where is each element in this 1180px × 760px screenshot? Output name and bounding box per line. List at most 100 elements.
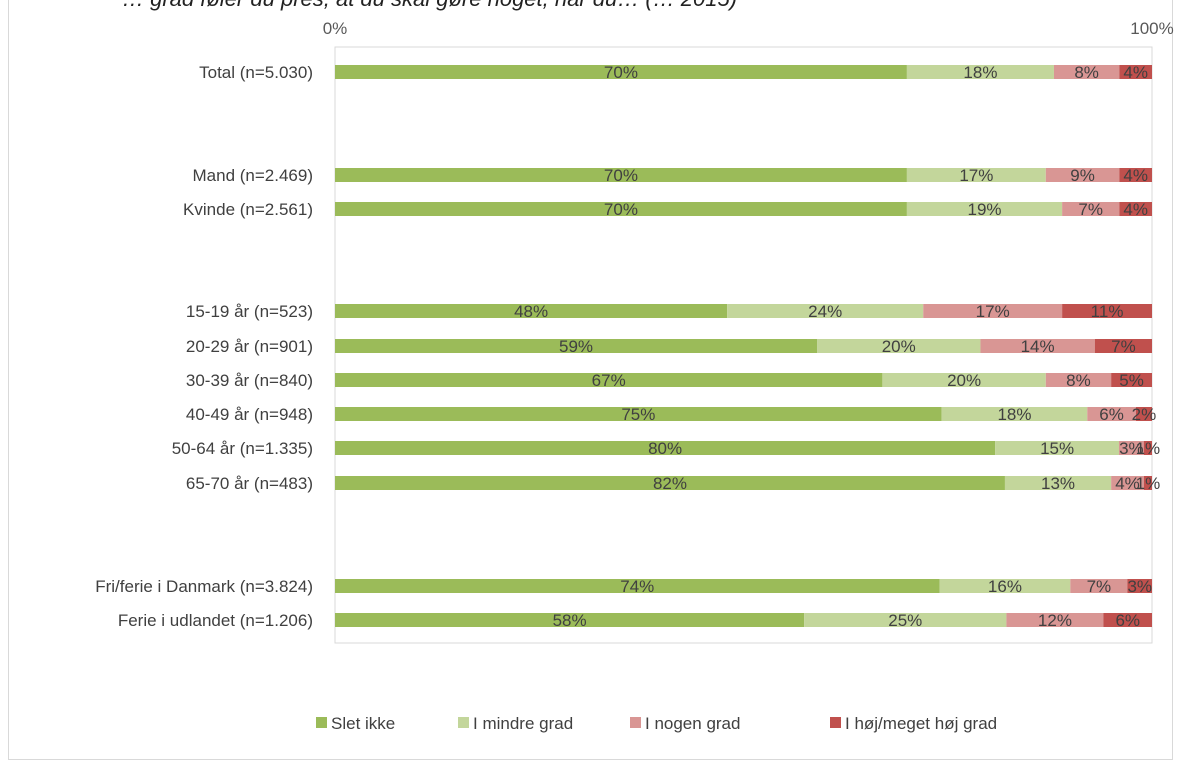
data-label: 3% xyxy=(1127,577,1152,596)
bar-segment xyxy=(1143,476,1152,490)
data-label: 58% xyxy=(553,611,587,630)
data-label: 4% xyxy=(1115,474,1140,493)
data-label: 7% xyxy=(1087,577,1112,596)
chart-title: … grad føler du pres, at du skal gøre no… xyxy=(0,0,1180,14)
bar-segment xyxy=(335,168,907,182)
data-label: 20% xyxy=(947,371,981,390)
data-label: 67% xyxy=(592,371,626,390)
category-label: Total (n=5.030) xyxy=(199,63,313,82)
bar-segment xyxy=(335,441,996,455)
category-labels: Total (n=5.030) Mand (n=2.469) Kvinde (n=2… xyxy=(95,63,313,630)
data-label: 8% xyxy=(1074,63,1099,82)
data-label: 82% xyxy=(653,474,687,493)
legend-swatch xyxy=(316,717,327,728)
legend-label: I høj/meget høj grad xyxy=(845,714,997,733)
category-label: Mand (n=2.469) xyxy=(193,166,314,185)
bar-segment xyxy=(980,339,1095,353)
category-label: Fri/ferie i Danmark (n=3.824) xyxy=(95,577,313,596)
data-label: 18% xyxy=(963,63,997,82)
x-axis-ticks: 0% 100% xyxy=(323,19,1174,38)
bar-segment xyxy=(1111,373,1152,387)
data-label: 25% xyxy=(888,611,922,630)
legend-label: I mindre grad xyxy=(473,714,573,733)
data-label: 4% xyxy=(1123,63,1148,82)
category-label: 40-49 år (n=948) xyxy=(186,405,313,424)
bar-segment xyxy=(1094,339,1152,353)
bars: 70% 18% 8% 4% 70% 17% 9% 4% 70% 19% 7% 4% 48% 24% 17% 1… xyxy=(335,63,1160,630)
legend-item: Slet ikke xyxy=(316,714,395,733)
data-label: 74% xyxy=(620,577,654,596)
bar-segment xyxy=(906,65,1054,79)
legend-swatch xyxy=(458,717,469,728)
data-label: 6% xyxy=(1115,611,1140,630)
bar-segment xyxy=(1045,168,1120,182)
legend-item: I høj/meget høj grad xyxy=(830,714,997,733)
data-label: 16% xyxy=(988,577,1022,596)
bar-segment xyxy=(1127,579,1152,593)
bar-segment xyxy=(727,304,924,318)
legend-item: I mindre grad xyxy=(458,714,573,733)
bar-segment xyxy=(939,579,1071,593)
x-tick-label: 100% xyxy=(1130,19,1173,38)
legend-swatch xyxy=(830,717,841,728)
bar-segment xyxy=(1119,65,1152,79)
bar-segment xyxy=(817,339,981,353)
bar-segment xyxy=(1070,579,1128,593)
data-label: 4% xyxy=(1123,166,1148,185)
data-label: 19% xyxy=(967,200,1001,219)
bar-segment xyxy=(923,304,1063,318)
data-label: 2% xyxy=(1132,405,1157,424)
bar-segment xyxy=(941,407,1088,421)
data-label: 20% xyxy=(882,337,916,356)
legend-label: I nogen grad xyxy=(645,714,740,733)
bar-segment xyxy=(1135,407,1152,421)
data-label: 13% xyxy=(1041,474,1075,493)
data-label: 7% xyxy=(1078,200,1103,219)
bar-segment xyxy=(335,613,805,627)
bar-segment xyxy=(1118,441,1144,455)
data-label: 15% xyxy=(1040,439,1074,458)
bar-segment xyxy=(1053,65,1120,79)
data-label: 17% xyxy=(959,166,993,185)
bar-segment xyxy=(335,407,942,421)
bar-segment xyxy=(1004,476,1112,490)
bar-segment xyxy=(1103,613,1152,627)
data-label: 24% xyxy=(808,302,842,321)
x-tick-label: 0% xyxy=(323,19,348,38)
legend: Slet ikke I mindre grad I nogen grad I høj/… xyxy=(316,714,997,733)
data-label: 6% xyxy=(1099,405,1124,424)
bar-segment xyxy=(1087,407,1136,421)
data-label: 9% xyxy=(1070,166,1095,185)
bar-segment xyxy=(335,579,940,593)
category-label: 50-64 år (n=1.335) xyxy=(172,439,313,458)
data-label: 5% xyxy=(1119,371,1144,390)
bar-segment xyxy=(335,304,728,318)
data-label: 70% xyxy=(604,63,638,82)
category-label: Kvinde (n=2.561) xyxy=(183,200,313,219)
data-label: 18% xyxy=(997,405,1031,424)
bar-segment xyxy=(1119,202,1152,216)
bar-segment xyxy=(1111,476,1144,490)
category-label: 20-29 år (n=901) xyxy=(186,337,313,356)
category-label: 30-39 år (n=840) xyxy=(186,371,313,390)
data-label: 1% xyxy=(1136,439,1161,458)
data-label: 14% xyxy=(1021,337,1055,356)
data-label: 80% xyxy=(648,439,682,458)
data-label: 11% xyxy=(1091,302,1124,321)
data-label: 3% xyxy=(1119,439,1144,458)
data-label: 59% xyxy=(559,337,593,356)
category-label: 65-70 år (n=483) xyxy=(186,474,313,493)
data-label: 8% xyxy=(1066,371,1091,390)
bar-segment xyxy=(906,202,1063,216)
data-label: 1% xyxy=(1136,474,1161,493)
bar-segment xyxy=(335,65,907,79)
bar-segment xyxy=(804,613,1007,627)
bar-segment xyxy=(335,202,907,216)
data-label: 75% xyxy=(621,405,655,424)
bar-segment xyxy=(1006,613,1104,627)
category-label: Ferie i udlandet (n=1.206) xyxy=(118,611,313,630)
data-label: 12% xyxy=(1038,611,1072,630)
category-label: 15-19 år (n=523) xyxy=(186,302,313,321)
bar-segment xyxy=(1143,441,1152,455)
